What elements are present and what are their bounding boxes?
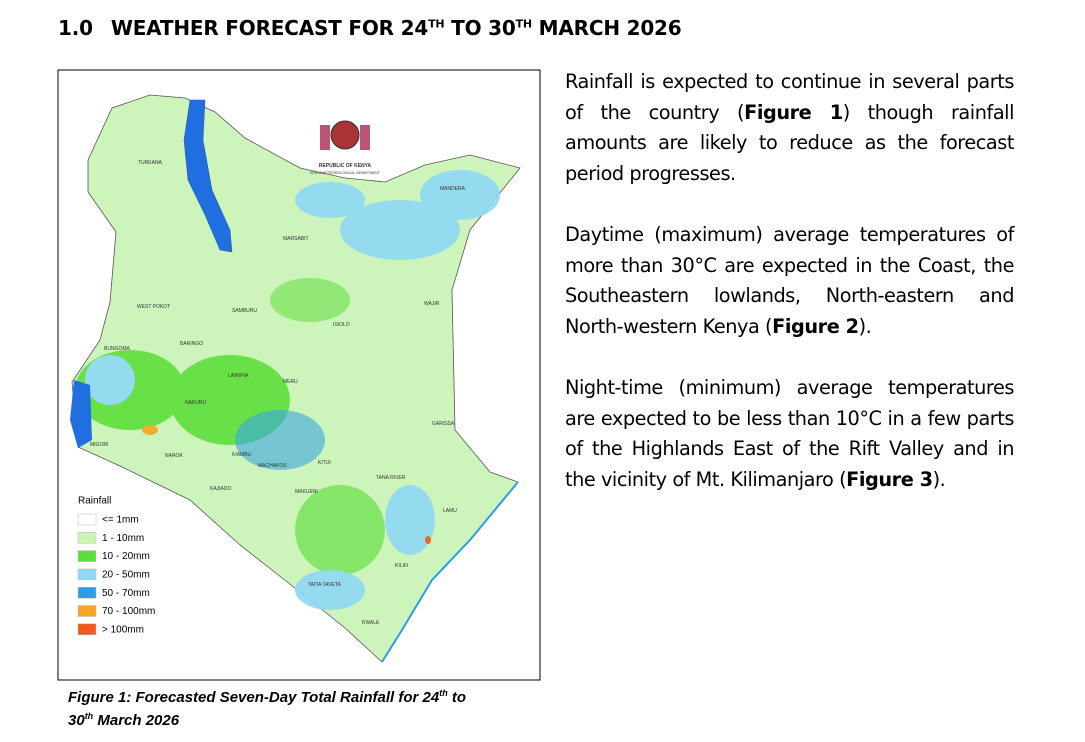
- map-label: KWALE: [362, 620, 380, 626]
- legend-label: 70 - 100mm: [102, 606, 155, 617]
- map-label: TANA RIVER: [376, 475, 406, 481]
- heading-sup: TH: [515, 17, 533, 31]
- text: Night-time (minimum) average temperature…: [565, 376, 1014, 491]
- coastline: [381, 481, 519, 663]
- map-label: KIAMBU: [232, 452, 252, 458]
- legend-title: Rainfall: [78, 496, 111, 507]
- logo-subtitle: KENYA METEOROLOGICAL DEPARTMENT: [310, 171, 381, 175]
- map-label: LAMU: [443, 508, 457, 514]
- map-label: NAKURU: [185, 400, 207, 406]
- map-label: MANDERA: [440, 186, 466, 192]
- heading-sup: TH: [428, 17, 445, 31]
- figure-ref: Figure 3: [846, 467, 933, 491]
- paragraph: Daytime (maximum) average temperatures o…: [565, 220, 1014, 342]
- figure-ref: Figure 2: [772, 314, 859, 338]
- caption-text: 30: [68, 712, 85, 729]
- caption-text: March 2026: [93, 712, 180, 729]
- text: ).: [858, 314, 872, 338]
- map-label: MACHAKOS: [258, 463, 287, 469]
- map-label: BUNGOMA: [104, 346, 131, 352]
- text: Daytime (maximum) average temperatures o…: [565, 223, 1014, 338]
- map-label: MIGORI: [90, 442, 108, 448]
- map-label: WAJIR: [424, 301, 440, 307]
- legend: Rainfall <= 1mm 1 - 10mm 10 - 20mm 20 - 50m…: [77, 496, 155, 636]
- map-label: KILIFI: [395, 563, 408, 569]
- heading-text: MARCH 2026: [531, 16, 682, 40]
- caption-sup: th: [439, 688, 448, 698]
- legend-label: <= 1mm: [102, 515, 139, 526]
- legend-label: 1 - 10mm: [102, 533, 144, 544]
- text: ) though rainfall amounts are likely to …: [565, 100, 1014, 185]
- map-label: TAITA TAVETA: [308, 582, 341, 588]
- map-label: MARSABIT: [283, 236, 309, 242]
- legend-swatch: [77, 623, 97, 636]
- legend-label: 10 - 20mm: [102, 551, 150, 562]
- lake-turkana: [183, 99, 233, 253]
- caption-text: Figure 1: Forecasted Seven-Day Total Rai…: [68, 689, 440, 706]
- lake-victoria: [70, 380, 92, 448]
- heading: 1.0 WEATHER FORECAST FOR 24TH TO 30TH MAR…: [58, 16, 682, 40]
- map-label: LAIKIPIA: [228, 373, 249, 379]
- legend-label: 20 - 50mm: [102, 570, 150, 581]
- legend-swatch: [77, 605, 97, 617]
- paragraph: Night-time (minimum) average temperature…: [565, 373, 1014, 495]
- map-label: ISIOLO: [333, 322, 350, 328]
- caption-text: to: [447, 689, 467, 706]
- map-label: MERU: [283, 379, 298, 385]
- paragraph: Rainfall is expected to continue in seve…: [565, 67, 1014, 189]
- body-text: Rainfall is expected to continue in seve…: [565, 67, 1014, 526]
- map-label: GARISSA: [432, 421, 455, 427]
- legend-swatch: [77, 513, 97, 526]
- rain-patches: [75, 170, 500, 610]
- text: Rainfall is expected to continue in seve…: [565, 70, 1014, 124]
- logo-title: REPUBLIC OF KENYA: [319, 163, 372, 169]
- figure-ref: Figure 1: [744, 100, 843, 124]
- legend-swatch: [77, 550, 97, 562]
- map-label: MAKUENI: [295, 489, 318, 495]
- heading-text: TO 30: [444, 16, 516, 40]
- map-label: KAJIADO: [210, 486, 232, 492]
- legend-swatch: [77, 586, 97, 599]
- map-label: SAMBURU: [232, 308, 257, 314]
- caption: Figure 1: Forecasted Seven-Day Total Rai…: [68, 684, 538, 730]
- map-label: WEST POKOT: [137, 304, 170, 310]
- legend-label: > 100mm: [102, 624, 144, 635]
- map-label: TURKANA: [138, 160, 163, 166]
- legend-swatch: [77, 532, 97, 544]
- map-label: BARINGO: [180, 341, 203, 347]
- map-label: NAROK: [165, 453, 183, 459]
- logo: REPUBLIC OF KENYA KENYA METEOROLOGICAL D…: [310, 120, 381, 175]
- heading-number: 1.0: [58, 16, 93, 40]
- text: ).: [932, 467, 946, 491]
- heading-text: WEATHER FORECAST FOR 24: [110, 16, 429, 40]
- legend-swatch: [77, 568, 97, 581]
- map-labels: TURKANA MARSABIT MANDERA WAJIR WEST POKO…: [90, 160, 466, 626]
- legend-label: 50 - 70mm: [102, 588, 150, 599]
- map-label: KITUI: [318, 460, 331, 466]
- caption-sup: th: [84, 711, 94, 721]
